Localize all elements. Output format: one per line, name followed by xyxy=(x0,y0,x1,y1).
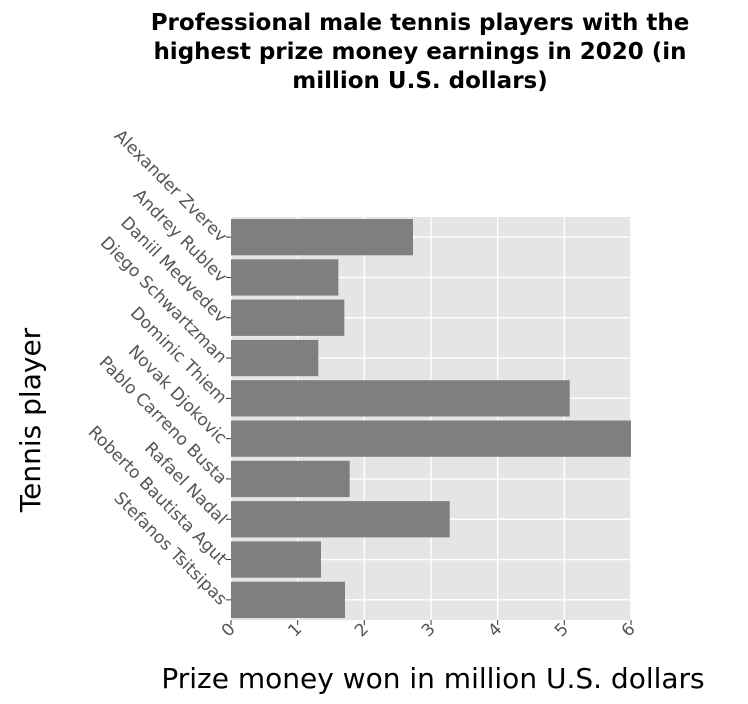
y-axis-title: Tennis player xyxy=(14,327,47,513)
chart-title-line-1: Professional male tennis players with th… xyxy=(151,10,690,36)
bar-andrey-rublev xyxy=(231,259,339,296)
x-tick-label: 5 xyxy=(551,619,573,641)
x-tick-label: 4 xyxy=(484,619,506,641)
bar-alexander-zverev xyxy=(231,219,413,256)
chart-title-line-3: million U.S. dollars) xyxy=(292,68,548,94)
chart-title-line-2: highest prize money earnings in 2020 (in xyxy=(153,39,686,65)
x-tick-label: 3 xyxy=(418,619,440,641)
x-tick-label: 1 xyxy=(284,619,306,641)
bar-dominic-thiem xyxy=(231,380,570,417)
x-tick-label: 6 xyxy=(618,619,640,641)
bar-pablo-carreno-busta xyxy=(231,460,350,498)
x-axis-title: Prize money won in million U.S. dollars xyxy=(161,662,704,695)
bar-novak-djokovic xyxy=(231,420,631,457)
bar-diego-schwartzman xyxy=(231,339,319,377)
x-axis-ticks: 0 1 2 3 4 5 6 xyxy=(218,619,640,641)
bar-daniil-medvedev xyxy=(231,299,345,336)
bars xyxy=(231,219,631,618)
bar-rafael-nadal xyxy=(231,501,450,538)
x-tick-label: 0 xyxy=(218,619,240,641)
bar-stefanos-tsitsipas xyxy=(231,581,345,618)
x-tick-label: 2 xyxy=(351,619,373,641)
bar-roberto-bautista-agut xyxy=(231,541,321,578)
